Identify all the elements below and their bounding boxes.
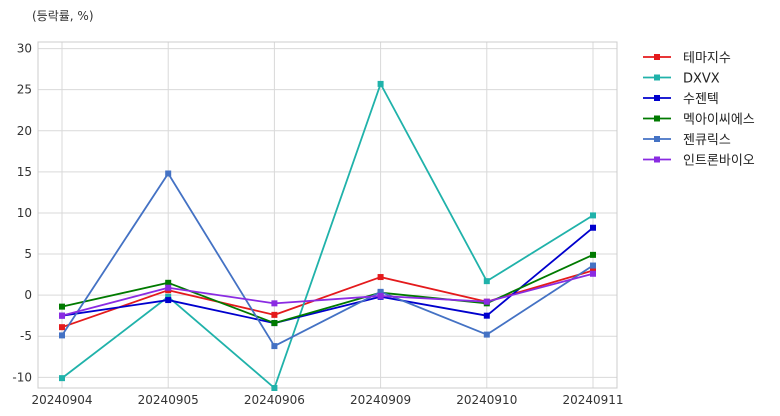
- data-point: [377, 288, 384, 295]
- data-point: [165, 170, 172, 177]
- legend-marker: [654, 115, 660, 122]
- data-point: [271, 343, 278, 350]
- x-tick-label: 20240911: [562, 393, 623, 407]
- data-point: [271, 300, 278, 307]
- data-point: [377, 274, 384, 281]
- x-axis: 20240904 20240905 20240906 20240909 20240910…: [31, 393, 623, 407]
- legend-marker: [654, 136, 660, 142]
- data-point: [377, 80, 384, 87]
- x-tick-label: 20240905: [138, 393, 199, 407]
- legend-marker: [654, 156, 660, 163]
- data-point: [59, 324, 65, 331]
- legend-marker: [654, 74, 660, 81]
- y-tick-label: 10: [17, 206, 32, 220]
- data-point: [483, 298, 490, 305]
- series-3: [59, 224, 596, 327]
- series-layer: [59, 80, 596, 391]
- legend-item: 젠큐릭스: [643, 133, 731, 148]
- legend-item: 수젠텍: [643, 92, 719, 107]
- series-line: [61, 254, 594, 324]
- data-point: [590, 270, 596, 277]
- series-5: [59, 170, 596, 350]
- legend-item: 테마지수: [643, 51, 731, 66]
- data-point: [590, 224, 596, 231]
- legend-item: 인트론바이오: [643, 154, 755, 169]
- series-line: [61, 83, 594, 389]
- y-tick-label: -10: [12, 370, 32, 384]
- series-line: [61, 172, 594, 347]
- data-point: [590, 212, 596, 219]
- legend-label: DXVX: [683, 72, 720, 87]
- data-point: [483, 312, 490, 319]
- data-point: [483, 278, 490, 285]
- data-point: [377, 292, 384, 299]
- data-point: [483, 331, 490, 338]
- legend-label: 젠큐릭스: [683, 133, 731, 148]
- series-2: [59, 80, 596, 391]
- legend-marker: [654, 95, 660, 101]
- legend-marker: [654, 54, 660, 60]
- data-point: [590, 251, 596, 258]
- series-line: [61, 272, 594, 317]
- x-tick-label: 20240906: [244, 393, 305, 407]
- data-point: [271, 320, 278, 327]
- x-tick-label: 20240910: [456, 393, 517, 407]
- legend-label: 멕아이씨에스: [683, 113, 755, 128]
- unit-label: (등락률, %): [32, 9, 94, 23]
- y-tick-label: -5: [20, 329, 32, 343]
- y-axis: -10 -5 0 5 10 15 20 25 30: [12, 42, 32, 385]
- data-point: [165, 293, 172, 300]
- data-point: [271, 385, 278, 391]
- y-tick-label: 30: [17, 42, 32, 56]
- data-point: [59, 312, 65, 319]
- series-line: [61, 227, 594, 324]
- data-point: [590, 267, 596, 274]
- series-6: [59, 270, 596, 319]
- data-point: [59, 375, 65, 382]
- data-point: [165, 284, 172, 291]
- data-point: [271, 311, 278, 318]
- y-tick-label: 20: [17, 124, 32, 138]
- y-tick-label: 5: [24, 247, 32, 261]
- legend-item: DXVX: [643, 72, 720, 87]
- y-tick-label: 0: [24, 288, 32, 302]
- legend-label: 테마지수: [683, 51, 731, 66]
- grid: [38, 42, 617, 388]
- data-point: [59, 332, 65, 339]
- y-tick-label: 25: [17, 83, 32, 97]
- data-point: [165, 297, 172, 304]
- data-point: [590, 262, 596, 269]
- data-point: [59, 303, 65, 310]
- data-point: [165, 279, 172, 286]
- y-tick-label: 15: [17, 165, 32, 179]
- x-tick-label: 20240909: [350, 393, 411, 407]
- legend-label: 인트론바이오: [683, 154, 755, 169]
- legend-item: 멕아이씨에스: [643, 113, 755, 128]
- plot-frame: [37, 41, 618, 389]
- x-tick-label: 20240904: [31, 393, 92, 407]
- legend-label: 수젠텍: [683, 92, 719, 107]
